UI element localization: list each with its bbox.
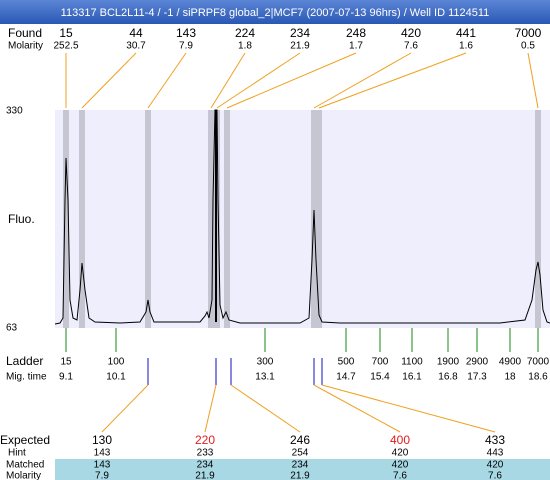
found-label: Found [8,26,42,40]
found-molarity: 21.9 [290,41,310,52]
ladder-size: 2900 [466,357,489,368]
ladder-size: 15 [60,357,72,368]
matched-size: 234 [292,460,309,471]
found-molarity: 7.6 [404,41,418,52]
found-molarity: 1.6 [459,41,473,52]
found-molarity: 1.7 [349,41,363,52]
peak-band [224,110,230,328]
mig-time-label: Mig. time [6,372,47,383]
found-molarity: 7.9 [179,41,193,52]
matched-molarity: 7.9 [95,471,109,480]
peak-connector [527,52,539,109]
matched-molarity: 7.6 [488,471,502,480]
found-molarity: 0.5 [521,41,535,52]
ladder-label: Ladder [6,354,43,368]
ladder-size: 700 [372,357,389,368]
peak-connector [147,52,187,109]
peak-band [316,110,322,328]
ladder-size: 7000 [527,357,550,368]
trace [54,109,550,325]
ladder-time: 16.8 [438,372,458,383]
found-size: 248 [346,26,366,40]
ladder-size: 1100 [401,357,423,368]
ladder-size: 500 [338,357,355,368]
row-label: Expected [0,433,50,447]
expected-size: 246 [290,433,310,447]
row-label: Matched [6,460,44,471]
ladder-time: 18 [504,372,516,383]
y-top-label: 330 [6,106,23,117]
peak-band [535,110,541,328]
found-size: 7000 [515,26,542,40]
peak-band [63,110,69,328]
hint-size: 443 [487,448,504,459]
ladder-size: 300 [257,357,274,368]
found-molarity: 252.5 [53,41,78,52]
row-label: Molarity [6,471,41,480]
ladder-time: 16.1 [402,372,422,383]
hint-size: 143 [94,448,111,459]
matched-molarity: 21.9 [290,471,310,480]
peak-band [79,110,85,328]
ladder-time: 13.1 [255,372,275,383]
found-size: 234 [290,26,310,40]
matched-molarity: 7.6 [393,471,407,480]
ladder-time: 9.1 [59,372,73,383]
found-size: 420 [401,26,421,40]
peak-connector [318,52,467,109]
peak-band [208,110,214,328]
found-size: 15 [59,26,73,40]
expected-size: 433 [485,433,505,447]
title-bar [0,0,550,24]
hint-size: 233 [197,448,214,459]
matched-size: 420 [487,460,504,471]
peak-connector [226,52,357,109]
y-axis-label: Fluo. [8,212,35,226]
expected-connector [204,384,217,433]
expected-connector [321,384,496,433]
plot-area [55,110,550,328]
matched-size: 143 [94,460,111,471]
found-size: 143 [176,26,196,40]
peak-connector [81,52,137,109]
matched-size: 234 [197,460,214,471]
found-size: 44 [129,26,143,40]
row-label: Hint [8,448,26,459]
expected-connector [313,384,401,433]
ladder-size: 100 [108,357,125,368]
found-molarity: 30.7 [126,41,146,52]
title: 113317 BCL2L11-4 / -1 / siPRPF8 global_2… [61,7,490,19]
peak-connector [313,52,412,109]
hint-size: 420 [392,448,409,459]
expected-size: 130 [92,433,112,447]
ladder-time: 18.6 [528,372,548,383]
ladder-size: 1900 [437,357,460,368]
molarity-label: Molarity [8,41,43,52]
ladder-time: 14.7 [336,372,356,383]
ladder-time: 15.4 [370,372,390,383]
ladder-time: 17.3 [467,372,487,383]
matched-size: 420 [392,460,409,471]
matched-band [55,459,550,480]
peak-connector [216,52,301,109]
found-molarity: 1.8 [238,41,252,52]
peak-band [145,110,151,328]
expected-size: 400 [390,433,410,447]
expected-connector [101,384,149,433]
ladder-time: 10.1 [106,372,126,383]
hint-size: 254 [292,448,309,459]
peak-connector [210,52,246,109]
found-size: 224 [235,26,255,40]
y-bottom-label: 63 [6,323,18,334]
expected-size: 220 [195,433,215,447]
found-size: 441 [456,26,476,40]
matched-molarity: 21.9 [195,471,215,480]
ladder-size: 4900 [499,357,522,368]
expected-connector [230,384,301,433]
